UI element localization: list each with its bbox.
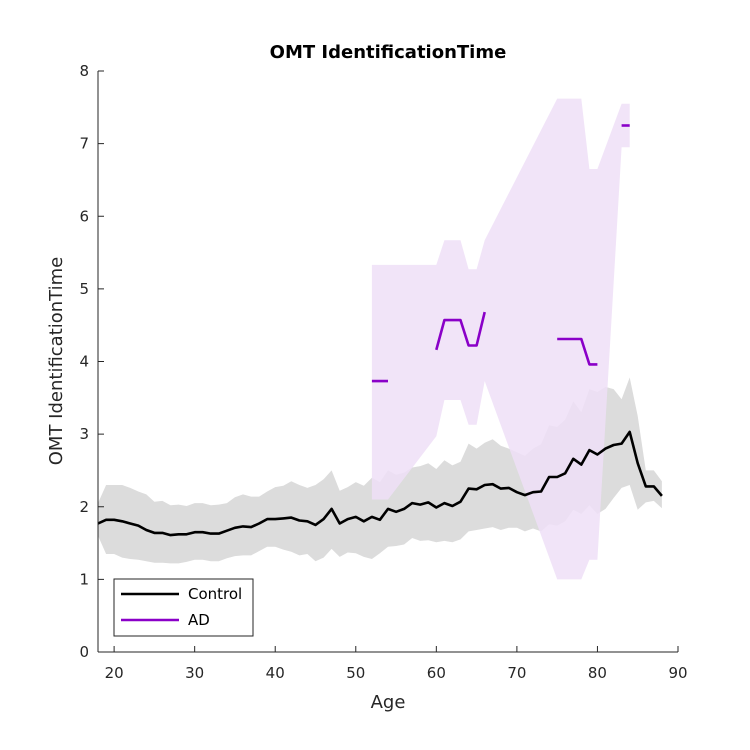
x-tick-label: 60 bbox=[427, 664, 446, 682]
ad-confidence-band bbox=[371, 98, 630, 580]
x-tick-label: 20 bbox=[105, 664, 124, 682]
x-tick-label: 90 bbox=[668, 664, 687, 682]
y-tick-label: 7 bbox=[79, 135, 89, 153]
ad-line-segment-1 bbox=[435, 311, 486, 351]
y-tick-label: 0 bbox=[79, 643, 89, 661]
x-ticks: 20 30 40 50 60 70 80 90 bbox=[105, 646, 688, 682]
x-axis-title: Age bbox=[371, 692, 406, 713]
plot-area bbox=[97, 98, 663, 580]
legend-label-ad: AD bbox=[188, 611, 210, 629]
y-tick-label: 1 bbox=[79, 570, 89, 588]
y-tick-label: 5 bbox=[79, 280, 89, 298]
x-tick-label: 40 bbox=[266, 664, 285, 682]
y-tick-label: 8 bbox=[79, 62, 89, 80]
x-tick-label: 50 bbox=[346, 664, 365, 682]
legend-box bbox=[113, 578, 254, 637]
control-confidence-band bbox=[98, 377, 662, 564]
ad-line-segment-2 bbox=[557, 337, 598, 366]
legend: Control AD bbox=[113, 578, 254, 637]
x-tick-label: 70 bbox=[507, 664, 526, 682]
x-tick-label: 80 bbox=[588, 664, 607, 682]
chart-title: OMT IdentificationTime bbox=[270, 42, 507, 63]
y-ticks: 0 1 2 3 4 5 6 7 8 bbox=[79, 62, 104, 661]
y-axis-title: OMT IdentificationTime bbox=[46, 257, 67, 466]
y-tick-label: 6 bbox=[79, 207, 89, 225]
y-tick-label: 4 bbox=[79, 353, 89, 371]
legend-label-control: Control bbox=[188, 585, 242, 603]
y-tick-label: 3 bbox=[79, 425, 89, 443]
y-tick-label: 2 bbox=[79, 498, 89, 516]
x-tick-label: 30 bbox=[185, 664, 204, 682]
control-line-segment-0 bbox=[97, 430, 663, 537]
